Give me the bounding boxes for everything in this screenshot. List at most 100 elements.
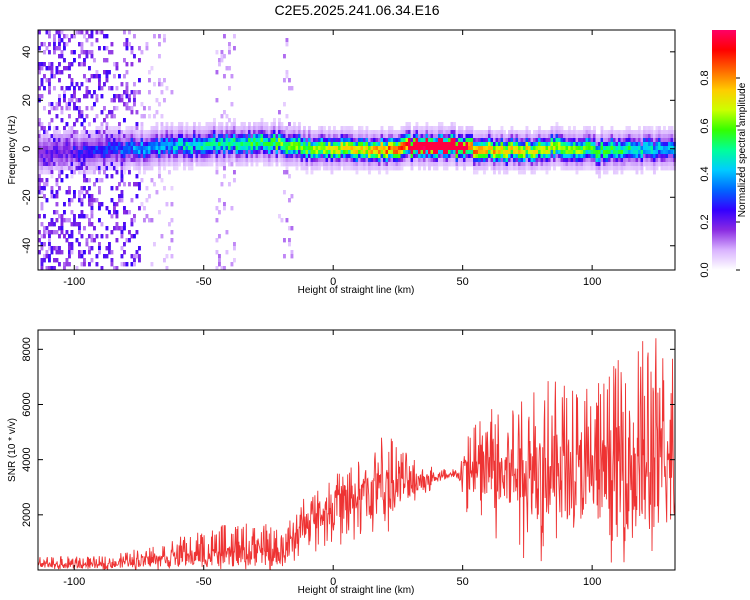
spectrogram-cell bbox=[440, 146, 444, 151]
spectrogram-cell bbox=[550, 126, 554, 131]
spectrogram-cell bbox=[435, 138, 439, 143]
spectrogram-cell bbox=[128, 210, 131, 215]
spectrogram-cell bbox=[48, 266, 51, 271]
spectrogram-cell bbox=[123, 226, 126, 231]
spectrogram-cell bbox=[275, 158, 279, 163]
spectrogram-cell bbox=[493, 158, 496, 163]
spectrogram-cell bbox=[333, 158, 336, 163]
spectrogram-cell bbox=[295, 150, 299, 155]
spectrogram-cell bbox=[613, 154, 616, 159]
spectrogram-cell bbox=[538, 130, 541, 135]
spectrogram-cell bbox=[530, 158, 534, 163]
spectrogram-cell bbox=[183, 154, 186, 159]
spectrogram-cell bbox=[153, 114, 156, 119]
spectrogram-cell bbox=[638, 138, 641, 143]
spectrogram-cell bbox=[178, 130, 181, 135]
spectrogram-cell bbox=[43, 186, 46, 191]
spectrogram-cell bbox=[93, 198, 96, 203]
spectrogram-cell bbox=[495, 138, 499, 143]
spectrogram-cell bbox=[75, 142, 79, 147]
spectrogram-cell bbox=[520, 150, 524, 155]
spectrogram-cell bbox=[63, 46, 66, 51]
spectrogram-cell bbox=[473, 146, 476, 151]
spectrogram-cell bbox=[653, 154, 656, 159]
spectrogram-cell bbox=[440, 134, 444, 139]
spectrogram-cell bbox=[410, 138, 414, 143]
spectrogram-cell bbox=[628, 134, 631, 139]
spectrogram-cell bbox=[668, 146, 671, 151]
spectrogram-cell bbox=[125, 42, 129, 47]
spectrogram-cell bbox=[430, 138, 434, 143]
spectrogram-cell bbox=[455, 154, 459, 159]
spectrogram-cell bbox=[235, 146, 239, 151]
spectrogram-cell bbox=[383, 146, 386, 151]
spectrogram-cell bbox=[425, 154, 429, 159]
spectrogram-cell bbox=[120, 246, 124, 251]
spectrogram-cell bbox=[670, 130, 674, 135]
spectrogram-cell bbox=[250, 162, 254, 167]
spectrogram-cell bbox=[70, 34, 74, 39]
spectrogram-cell bbox=[545, 162, 549, 167]
spectrogram-cell bbox=[380, 150, 384, 155]
spectrogram-cell bbox=[488, 142, 491, 147]
spectrogram-cell bbox=[53, 258, 56, 263]
spectrogram-cell bbox=[340, 162, 344, 167]
spectrogram-cell bbox=[85, 158, 89, 163]
spectrogram-cell bbox=[100, 234, 104, 239]
spectrogram-cell bbox=[63, 42, 66, 47]
spectrogram-cell bbox=[353, 154, 356, 159]
spectrogram-cell bbox=[48, 234, 51, 239]
spectrogram-cell bbox=[440, 138, 444, 143]
spectrogram-cell bbox=[53, 146, 56, 151]
spectrogram-cell bbox=[433, 166, 436, 171]
spectrogram-cell bbox=[658, 150, 661, 155]
spectrogram-cell bbox=[75, 266, 79, 271]
spectrogram-cell bbox=[258, 146, 261, 151]
spectrogram-cell bbox=[560, 138, 564, 143]
spectrogram-cell bbox=[285, 74, 289, 79]
spectrogram-cell bbox=[345, 126, 349, 131]
spectrogram-cell bbox=[188, 150, 191, 155]
spectrogram-cell bbox=[535, 146, 539, 151]
spectrogram-cell bbox=[478, 162, 481, 167]
spectrogram-cell bbox=[538, 142, 541, 147]
spectrogram-cell bbox=[423, 134, 426, 139]
spectrogram-cell bbox=[210, 162, 214, 167]
spectrogram-cell bbox=[653, 142, 656, 147]
spectrogram-cell bbox=[365, 138, 369, 143]
spectrogram-cell bbox=[118, 226, 121, 231]
spectrogram-cell bbox=[240, 150, 244, 155]
spectrogram-cell bbox=[60, 54, 64, 59]
spectrogram-cell bbox=[475, 170, 479, 175]
spectrogram-cell bbox=[150, 178, 154, 183]
spectrogram-cell bbox=[495, 130, 499, 135]
spectrogram-cell bbox=[150, 150, 154, 155]
spectrogram-cell bbox=[78, 162, 81, 167]
spectrogram-cell bbox=[310, 154, 314, 159]
spectrogram-cell bbox=[530, 150, 534, 155]
spectrogram-cell bbox=[88, 146, 91, 151]
spectrogram-cell bbox=[635, 146, 639, 151]
spectrogram-cell bbox=[85, 130, 89, 135]
spectrogram-cell bbox=[278, 154, 281, 159]
spectrogram-cell bbox=[83, 214, 86, 219]
spectrogram-cell bbox=[418, 126, 421, 131]
spectrogram-cell bbox=[63, 90, 66, 95]
spectrogram-cell bbox=[183, 126, 186, 131]
spectrogram-cell bbox=[88, 218, 91, 223]
spectrogram-cell bbox=[105, 154, 109, 159]
spectrogram-cell bbox=[83, 158, 86, 163]
spectrogram-cell bbox=[133, 98, 136, 103]
spectrogram-cell bbox=[80, 210, 84, 215]
spectrogram-cell bbox=[538, 134, 541, 139]
spectrogram-cell bbox=[365, 154, 369, 159]
spectrogram-cell bbox=[398, 138, 401, 143]
spectrogram-cell bbox=[435, 142, 439, 147]
spectrogram-cell bbox=[380, 142, 384, 147]
snr-xtick-label: -50 bbox=[196, 576, 212, 588]
spectrogram-cell bbox=[348, 142, 351, 147]
spectrogram-cell bbox=[510, 134, 514, 139]
spectrogram-cell bbox=[188, 130, 191, 135]
spectrogram-cell bbox=[428, 162, 431, 167]
spectrogram-cell bbox=[215, 50, 219, 55]
